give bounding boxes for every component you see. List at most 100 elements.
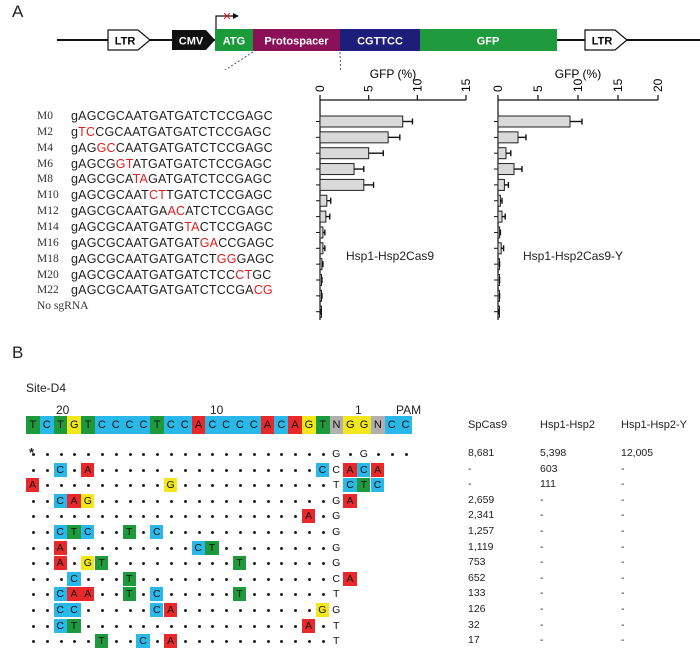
mismatch-base: G xyxy=(81,493,95,508)
read-count: - xyxy=(540,493,544,506)
mismatch-base: A xyxy=(164,603,178,617)
match-dot xyxy=(239,468,242,472)
match-dot xyxy=(183,531,187,534)
match-dot xyxy=(294,609,298,612)
mismatch-base: C xyxy=(191,540,205,555)
mismatch-base: T xyxy=(122,587,136,602)
match-dot xyxy=(308,499,311,503)
match-dot xyxy=(73,562,77,566)
read-count: - xyxy=(621,493,625,506)
match-dot xyxy=(170,577,173,581)
match-dot xyxy=(183,515,187,519)
match-dot xyxy=(87,624,91,628)
match-dot xyxy=(211,453,215,456)
mismatch-base: G xyxy=(359,448,368,460)
mismatch-base: C xyxy=(150,525,164,539)
mismatch-base: A xyxy=(302,618,316,633)
match-dot xyxy=(308,546,311,550)
sequence-text: gAGCGCAATGATGTACTCCGAGC xyxy=(71,220,273,234)
sequence-part: gAGCG xyxy=(71,156,116,171)
target-base: C xyxy=(164,416,178,434)
match-dot xyxy=(225,593,229,597)
match-dot xyxy=(114,515,118,519)
match-dot xyxy=(101,546,104,550)
read-count: - xyxy=(621,478,625,491)
match-dot xyxy=(183,562,187,566)
match-dot xyxy=(32,562,35,566)
read-count: 8,681 xyxy=(468,447,495,459)
read-count: 2,341 xyxy=(468,509,495,522)
match-dot xyxy=(211,624,215,628)
match-dot xyxy=(280,609,284,612)
mismatch-base: C xyxy=(53,618,67,633)
panel-a-letter: A xyxy=(12,2,24,21)
match-dot xyxy=(128,468,132,472)
col-header-hsp1-hsp2-y: Hsp1-Hsp2-Y xyxy=(621,419,688,431)
match-dot xyxy=(211,484,215,488)
sequence-part: ATGATGATCTCCGAGC xyxy=(132,156,272,171)
match-dot xyxy=(239,515,242,519)
match-dot xyxy=(59,515,63,519)
match-dot xyxy=(197,562,201,566)
match-dot xyxy=(142,562,146,566)
match-dot xyxy=(239,640,242,644)
sequence-row: M2 gTCCGCAATGATGATCTCCGAGC xyxy=(37,125,317,141)
match-dot xyxy=(308,453,311,456)
bar xyxy=(319,178,365,191)
match-dot xyxy=(321,624,325,628)
match-dot xyxy=(45,609,49,612)
match-dot xyxy=(280,468,284,472)
match-dot xyxy=(32,577,35,581)
mismatch-base: A xyxy=(53,556,67,571)
target-base: C xyxy=(136,416,151,434)
match-dot xyxy=(142,546,146,550)
x-tick-label: 10 xyxy=(410,78,424,92)
read-count: 111 xyxy=(540,478,556,491)
site-label: Site-D4 xyxy=(26,381,67,395)
match-dot xyxy=(197,531,201,534)
bar xyxy=(497,147,507,160)
match-dot xyxy=(87,484,91,488)
sequence-row: M14 gAGCGCAATGATGTACTCCGAGC xyxy=(37,220,317,236)
match-dot xyxy=(101,468,104,472)
match-dot xyxy=(266,468,270,472)
match-dot xyxy=(45,640,49,644)
sequence-label: M4 xyxy=(37,141,53,154)
mismatch-base: C xyxy=(315,462,329,477)
read-count: - xyxy=(540,618,544,631)
mismatch-base: A xyxy=(164,634,178,649)
match-dot xyxy=(170,593,173,597)
match-dot xyxy=(45,468,49,472)
match-dot xyxy=(183,624,187,628)
match-dot xyxy=(114,531,118,534)
match-dot xyxy=(114,562,118,566)
match-dot xyxy=(252,499,256,503)
match-dot xyxy=(321,562,325,566)
match-dot xyxy=(142,499,146,503)
match-dot xyxy=(266,515,270,519)
sequence-label: M22 xyxy=(37,284,59,297)
mismatch-base: G xyxy=(315,603,329,617)
sequence-text: gAGCGCAATGAACATCTCCGAGC xyxy=(71,204,274,218)
match-dot xyxy=(101,609,104,612)
read-count: - xyxy=(621,509,625,522)
mismatch-base: T xyxy=(332,635,340,648)
target-base: T xyxy=(315,416,330,434)
col-header-spcas9: SpCas9 xyxy=(468,419,508,431)
mismatch-base: T xyxy=(332,619,340,632)
match-dot xyxy=(87,546,91,550)
mutation-bases: AC xyxy=(167,204,186,219)
bar xyxy=(319,194,328,207)
match-dot xyxy=(239,609,242,612)
read-count: - xyxy=(540,540,544,553)
mismatch-base: C xyxy=(53,587,67,602)
sequence-label: M18 xyxy=(37,252,59,265)
mismatch-base: C xyxy=(150,603,164,617)
read-count: 603 xyxy=(540,462,558,475)
mismatch-base: A xyxy=(26,478,40,493)
cgttcc-segment xyxy=(340,29,420,51)
match-dot xyxy=(114,499,118,503)
mismatch-base: G xyxy=(332,510,341,523)
match-dot xyxy=(308,609,311,612)
target-base: C xyxy=(39,416,54,434)
